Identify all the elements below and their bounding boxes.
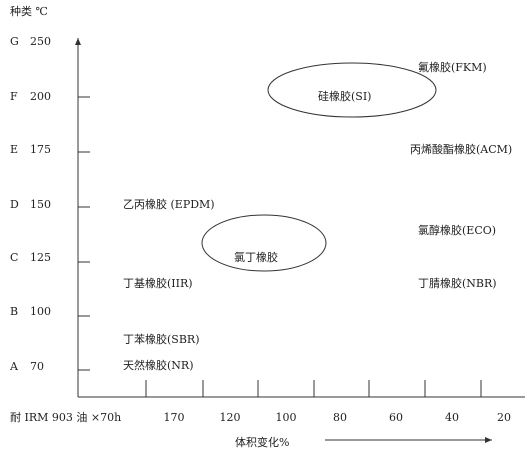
grade: D xyxy=(10,198,19,211)
x-label: 80 xyxy=(333,411,347,424)
condition: 耐 IRM 903 油 ×70h xyxy=(10,410,121,424)
material: 丁腈橡胶(NBR) xyxy=(418,276,497,290)
x-labels: 耐 IRM 903 油 ×70h 170 120 100 80 60 40 20… xyxy=(10,410,511,449)
material: 丁基橡胶(IIR) xyxy=(123,276,193,290)
material: 硅橡胶(SI) xyxy=(318,89,371,103)
x-caption: 体积变化% xyxy=(235,435,289,449)
group-ellipse xyxy=(267,62,437,118)
x-label: 60 xyxy=(389,411,403,424)
temp: 70 xyxy=(30,360,44,373)
grade: F xyxy=(10,90,18,103)
material: 丙烯酸酯橡胶(ACM) xyxy=(410,142,512,156)
x-label: 20 xyxy=(497,411,511,424)
y-labels: G 250 F 200 E 175 D 150 C 125 B 100 A 70 xyxy=(9,35,51,373)
title: 种类 ℃ xyxy=(10,4,48,18)
material: 氯丁橡胶 xyxy=(234,250,278,264)
temp: 125 xyxy=(30,251,51,264)
grade: E xyxy=(10,143,18,156)
x-label: 100 xyxy=(276,411,297,424)
temp: 150 xyxy=(30,198,51,211)
material: 天然橡胶(NR) xyxy=(123,358,194,372)
material: 氟橡胶(FKM) xyxy=(418,60,487,74)
materials: 氟橡胶(FKM) 硅橡胶(SI) 丙烯酸酯橡胶(ACM) 乙丙橡胶 (EPDM)… xyxy=(123,60,512,372)
material: 丁苯橡胶(SBR) xyxy=(123,332,199,346)
x-label: 40 xyxy=(445,411,459,424)
temp: 175 xyxy=(30,143,51,156)
temp: 200 xyxy=(30,90,51,103)
grade: G xyxy=(10,35,19,48)
grade: B xyxy=(10,305,18,318)
temp: 100 xyxy=(30,305,51,318)
material: 乙丙橡胶 (EPDM) xyxy=(123,197,215,211)
x-label: 170 xyxy=(164,411,185,424)
y-ticks xyxy=(78,96,90,371)
x-label: 120 xyxy=(220,411,241,424)
group-ellipse xyxy=(201,214,327,272)
material: 氯醇橡胶(ECO) xyxy=(418,223,496,237)
x-ticks xyxy=(145,380,482,397)
temp: 250 xyxy=(30,35,51,48)
grade: C xyxy=(10,251,18,264)
grade: A xyxy=(9,360,19,373)
